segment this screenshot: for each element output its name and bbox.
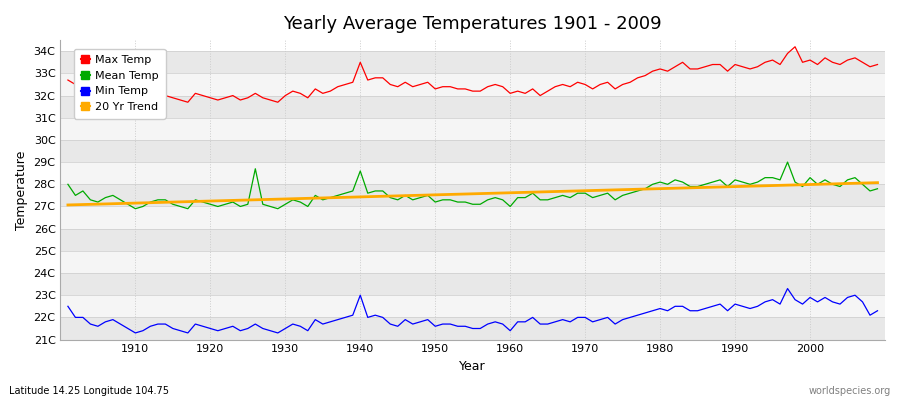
Bar xyxy=(60,96,885,118)
Bar xyxy=(60,51,885,73)
Bar xyxy=(60,318,885,340)
Bar xyxy=(60,162,885,184)
Bar xyxy=(60,251,885,273)
Bar xyxy=(60,229,885,251)
Bar xyxy=(60,140,885,162)
Title: Yearly Average Temperatures 1901 - 2009: Yearly Average Temperatures 1901 - 2009 xyxy=(284,15,662,33)
Text: worldspecies.org: worldspecies.org xyxy=(809,386,891,396)
Bar xyxy=(60,73,885,96)
Y-axis label: Temperature: Temperature xyxy=(15,150,28,230)
Legend: Max Temp, Mean Temp, Min Temp, 20 Yr Trend: Max Temp, Mean Temp, Min Temp, 20 Yr Tre… xyxy=(74,49,166,119)
Bar xyxy=(60,295,885,318)
Bar xyxy=(60,273,885,295)
X-axis label: Year: Year xyxy=(459,360,486,373)
Bar xyxy=(60,206,885,229)
Text: Latitude 14.25 Longitude 104.75: Latitude 14.25 Longitude 104.75 xyxy=(9,386,169,396)
Bar xyxy=(60,184,885,206)
Bar xyxy=(60,118,885,140)
